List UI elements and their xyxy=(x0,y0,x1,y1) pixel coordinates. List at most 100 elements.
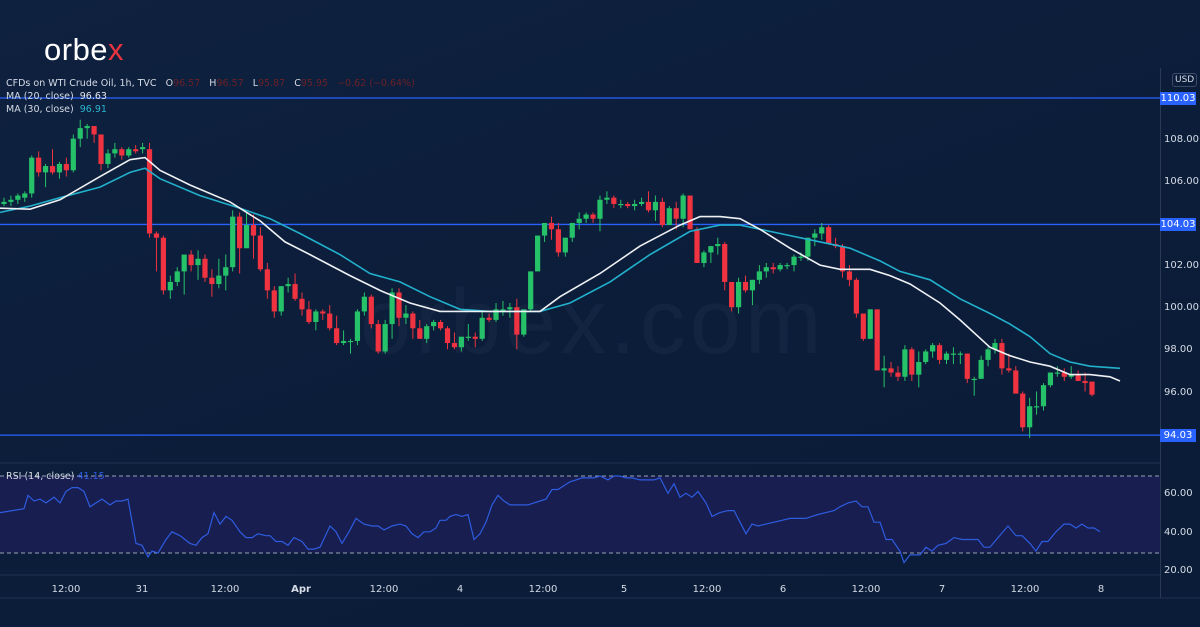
candle-body xyxy=(285,284,291,287)
candle-body xyxy=(410,313,416,329)
candle-body xyxy=(673,208,679,219)
candle-body xyxy=(29,157,35,194)
candle-body xyxy=(389,292,395,325)
candle-body xyxy=(742,281,749,291)
ma20-row[interactable]: MA (20, close) 96.63 xyxy=(6,90,415,103)
brand-logo: orbex xyxy=(44,32,124,68)
candle-body xyxy=(826,227,832,245)
candle-body xyxy=(174,271,180,282)
candle-body xyxy=(160,237,166,291)
rsi-legend[interactable]: RSI (14, close) 41.15 xyxy=(6,471,105,482)
price-tick-label: 106.00 xyxy=(1164,175,1199,187)
rsi-tick-label: 20.00 xyxy=(1164,565,1193,577)
time-tick-label: 6 xyxy=(779,584,787,595)
time-tick-label: 12:00 xyxy=(1010,584,1040,595)
candle-body xyxy=(964,353,970,379)
candle-body xyxy=(431,321,437,327)
candle-body xyxy=(417,328,423,339)
candle-body xyxy=(146,149,153,234)
price-axis-divider xyxy=(1160,68,1161,598)
candle-body xyxy=(1054,372,1060,374)
candle-body xyxy=(625,203,631,207)
candle-body xyxy=(375,324,381,352)
ma30-row[interactable]: MA (30, close) 96.91 xyxy=(6,103,415,116)
candle-body xyxy=(680,195,686,219)
candle-body xyxy=(451,343,458,348)
candle-body xyxy=(694,229,700,263)
candle-body xyxy=(632,203,638,207)
candle-body xyxy=(77,128,83,139)
ma30-value: 96.91 xyxy=(79,104,107,115)
price-tick-label: 98.00 xyxy=(1164,344,1193,356)
candle-body xyxy=(569,222,575,238)
candle-body xyxy=(202,258,208,278)
candle-body xyxy=(666,208,672,226)
candle-body xyxy=(729,281,735,308)
candle-body xyxy=(888,368,894,373)
candle-body xyxy=(756,271,762,280)
candle-body xyxy=(784,265,790,267)
candle-body xyxy=(645,201,652,211)
candle-body xyxy=(715,244,721,247)
candle-body xyxy=(340,340,347,344)
candle-body xyxy=(479,317,485,339)
candle-body xyxy=(618,203,624,206)
candle-body xyxy=(8,199,14,202)
ma20-value: 96.63 xyxy=(79,91,107,102)
change-value: −0.62 (−0.64%) xyxy=(337,78,415,89)
candle-body xyxy=(140,147,146,150)
symbol-title[interactable]: CFDs on WTI Crude Oil, 1h, TVC xyxy=(6,78,157,89)
candle-body xyxy=(805,237,811,257)
candle-body xyxy=(507,307,513,310)
candle-body xyxy=(250,225,257,236)
candle-body xyxy=(403,313,409,318)
candle-body xyxy=(56,163,63,173)
candle-body xyxy=(978,359,984,379)
candle-body xyxy=(153,233,160,238)
candle-body xyxy=(1061,372,1067,377)
time-tick-label: 12:00 xyxy=(528,584,558,595)
rsi-value: 41.15 xyxy=(77,471,105,482)
rsi-line xyxy=(0,475,1101,564)
candle-body xyxy=(347,340,354,343)
candle-body xyxy=(798,256,804,258)
ma30-label: MA (30, close) xyxy=(6,104,74,115)
candle-body xyxy=(867,309,873,339)
time-tick-label: 8 xyxy=(1097,584,1105,595)
candle-body xyxy=(541,222,548,236)
candle-body xyxy=(943,353,950,360)
currency-badge[interactable]: USD xyxy=(1172,73,1198,87)
candle-body xyxy=(424,326,430,339)
candle-body xyxy=(562,237,568,253)
candle-body xyxy=(195,258,201,266)
ma20-label: MA (20, close) xyxy=(6,91,74,102)
price-level-tag: 94.03 xyxy=(1160,429,1196,443)
candle-body xyxy=(63,163,69,171)
candle-body xyxy=(777,265,783,270)
candle-body xyxy=(597,199,603,219)
candle-body xyxy=(230,216,236,268)
close-label: C xyxy=(294,78,301,89)
open-value: 96.57 xyxy=(173,78,201,89)
candle-body xyxy=(327,313,333,329)
candle-body xyxy=(320,311,326,314)
price-tick-label: 96.00 xyxy=(1164,386,1193,398)
candle-body xyxy=(15,195,21,200)
candle-body xyxy=(957,353,963,355)
candle-body xyxy=(243,225,250,249)
candle-body xyxy=(555,229,561,253)
low-value: 95.87 xyxy=(257,78,286,89)
candle-body xyxy=(576,218,582,223)
candle-body xyxy=(91,126,97,135)
candle-body xyxy=(444,328,451,344)
candle-body xyxy=(1006,368,1012,371)
price-tick-label: 100.00 xyxy=(1164,302,1199,314)
candle-body xyxy=(306,309,312,322)
candle-body xyxy=(895,372,901,377)
candle-body xyxy=(985,349,991,360)
open-label: O xyxy=(165,78,174,89)
high-label: H xyxy=(209,78,217,89)
candle-body xyxy=(437,321,444,329)
candle-body xyxy=(382,324,388,352)
